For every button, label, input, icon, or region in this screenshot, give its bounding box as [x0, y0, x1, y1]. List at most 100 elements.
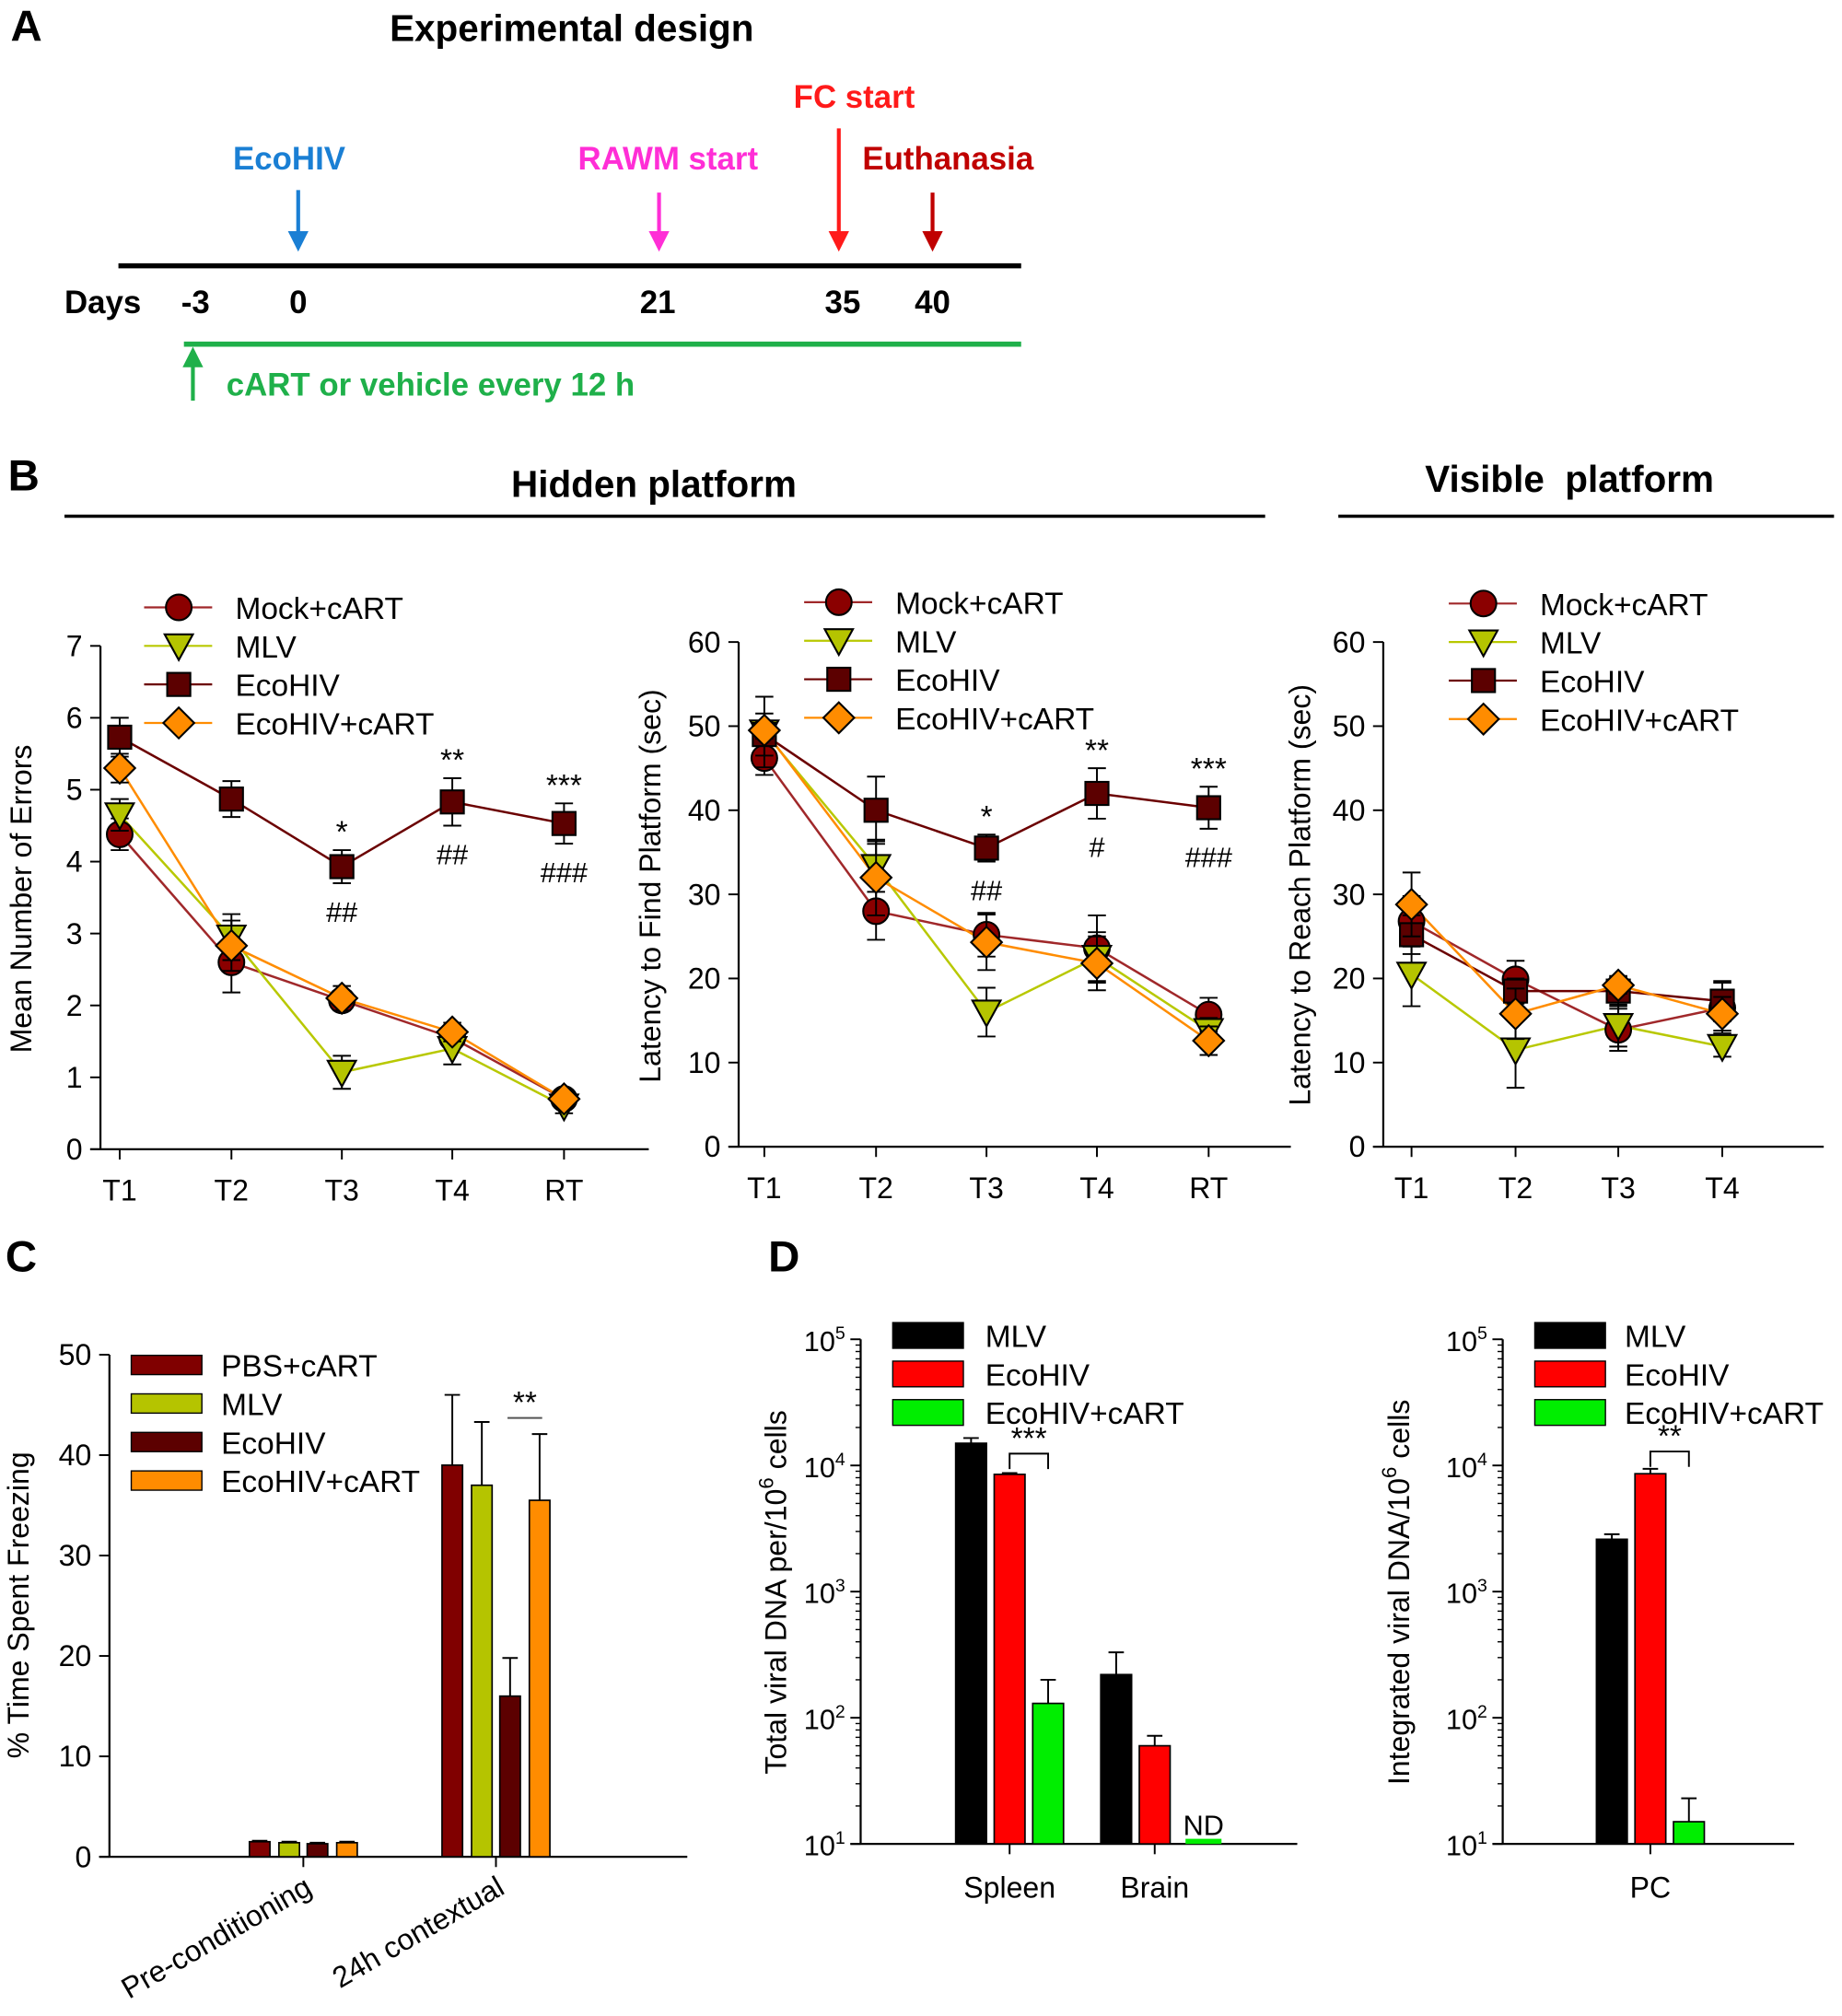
- x-tick-label: PC: [1630, 1871, 1672, 1905]
- legend-label: EcoHIV+cART: [235, 708, 434, 742]
- series-ecohiv: [993, 1472, 1172, 1846]
- significance-label: ***: [546, 769, 582, 803]
- legend-item: EcoHIV+cART: [892, 1397, 1184, 1431]
- diamond-marker: [858, 860, 893, 895]
- event-marker-fc-start: FC start: [794, 79, 915, 252]
- diamond-marker: [747, 713, 782, 748]
- nd-label: ND: [1183, 1810, 1224, 1841]
- diamond-marker: [102, 751, 137, 786]
- error-bar: [1603, 1532, 1620, 1540]
- significance-label: #: [1089, 833, 1104, 864]
- legend-item: EcoHIV+cART: [144, 705, 434, 742]
- day-tick-label: -3: [181, 285, 210, 320]
- significance-label: ##: [326, 897, 357, 928]
- legend: Mock+cART MLV EcoHIV EcoHIV+cART: [804, 587, 1094, 737]
- bar: [306, 1843, 329, 1858]
- series-line-ecohiv: [1411, 933, 1723, 1003]
- y-axis-label: Latency to Reach Platform (sec): [1283, 684, 1316, 1106]
- y-tick-label: 20: [1333, 962, 1366, 996]
- significance-label: ***: [1191, 752, 1227, 787]
- y-tick-label: 10: [59, 1740, 92, 1773]
- legend-label: MLV: [895, 625, 957, 659]
- x-tick-label: T2: [1498, 1171, 1533, 1205]
- legend-label: PBS+cART: [221, 1350, 378, 1384]
- legend-item: PBS+cART: [130, 1350, 378, 1384]
- x-tick-label: 24h contextual: [327, 1870, 510, 1994]
- x-tick-label: T2: [858, 1171, 892, 1205]
- diamond-marker: [822, 701, 856, 735]
- hidden-platform-title: Hidden platform: [511, 463, 797, 506]
- legend-label: EcoHIV+cART: [895, 703, 1094, 737]
- day-tick-label: 40: [915, 285, 950, 320]
- treatment-label: cART or vehicle every 12 h: [227, 367, 635, 402]
- y-tick-label: 10: [688, 1046, 721, 1079]
- series-ecohiv: [1634, 1467, 1667, 1846]
- error-bar: [1108, 1651, 1125, 1675]
- event-label: Euthanasia: [862, 141, 1034, 177]
- legend-swatch: [130, 1431, 203, 1452]
- triangle-down-marker: [1395, 961, 1428, 991]
- y-tick-label: 5: [66, 774, 83, 807]
- x-tick-label: T1: [1394, 1171, 1428, 1205]
- circle-marker: [1469, 589, 1498, 618]
- significance-label: **: [440, 744, 464, 778]
- x-tick-label: T4: [1079, 1171, 1113, 1205]
- y-axis-label: Latency to Find Platform (sec): [634, 689, 667, 1082]
- error-bar: [473, 1421, 490, 1486]
- diamond-marker: [1192, 1023, 1226, 1058]
- legend-label: EcoHIV+cART: [985, 1397, 1184, 1431]
- error-bar: [281, 1840, 297, 1843]
- x-tick-label: Brain: [1120, 1871, 1189, 1905]
- legend-label: MLV: [235, 631, 297, 665]
- diamond-marker: [547, 1082, 581, 1116]
- legend-item: EcoHIV+cART: [1533, 1397, 1824, 1431]
- nd-bar: [1185, 1838, 1222, 1845]
- panel-label-c: C: [6, 1232, 37, 1281]
- diamond-marker: [215, 928, 249, 963]
- error-bar: [1147, 1734, 1163, 1746]
- chart-6: 101 102 103 104 105 Integrated viral DNA/106 …: [1378, 1321, 1824, 1905]
- y-tick-label: 104: [804, 1450, 845, 1484]
- day-tick-label: 0: [289, 285, 307, 320]
- diamond-marker: [969, 925, 1004, 960]
- legend-swatch: [1533, 1360, 1606, 1388]
- y-tick-label: 30: [59, 1539, 92, 1572]
- legend-item: EcoHIV+cART: [1449, 702, 1739, 738]
- bar: [1595, 1538, 1628, 1846]
- y-tick-label: 105: [804, 1323, 845, 1358]
- legend: Mock+cART MLV EcoHIV EcoHIV+cART: [144, 592, 434, 742]
- y-tick-label: 60: [1333, 625, 1366, 658]
- legend-item: EcoHIV: [1449, 666, 1645, 700]
- y-tick-label: 103: [804, 1576, 845, 1610]
- series-mlv: [1595, 1532, 1628, 1846]
- day-tick-label: 21: [640, 285, 676, 320]
- visible-platform-title: Visible platform: [1425, 458, 1714, 500]
- series-ecohiv-cart: [747, 713, 1226, 1058]
- y-tick-label: 20: [59, 1639, 92, 1672]
- legend-label: Mock+cART: [235, 592, 403, 626]
- series-mlv: [954, 1437, 1133, 1846]
- bar: [954, 1442, 987, 1846]
- legend-label: EcoHIV+cART: [1625, 1397, 1824, 1431]
- triangle-down-marker: [103, 802, 136, 832]
- y-tick-label: 10: [1333, 1046, 1366, 1079]
- series-line-mlv: [1410, 973, 1723, 1052]
- diamond-marker: [161, 705, 196, 740]
- error-bar: [1642, 1467, 1659, 1474]
- y-tick-label: 3: [66, 917, 83, 950]
- legend-swatch: [892, 1360, 964, 1388]
- experimental-design-timeline: Experimental design Days -3 0 21 35 40 EcoHIV…: [64, 7, 1034, 403]
- design-title: Experimental design: [390, 7, 753, 50]
- series-ecohiv-cart: [1673, 1797, 1706, 1846]
- x-tick-label: T3: [324, 1174, 358, 1207]
- y-tick-label: 30: [1333, 878, 1366, 911]
- legend: Mock+cART MLV EcoHIV EcoHIV+cART: [1449, 588, 1739, 738]
- chart-4: 0 10 20 30 40 50 % Time Spent Freezing Pre-cond…: [2, 1338, 688, 2005]
- y-tick-label: 4: [66, 845, 83, 879]
- x-tick-label: T1: [747, 1171, 781, 1205]
- square-marker: [218, 787, 244, 812]
- y-tick-label: 105: [1446, 1323, 1487, 1358]
- x-tick-label: RT: [544, 1174, 583, 1207]
